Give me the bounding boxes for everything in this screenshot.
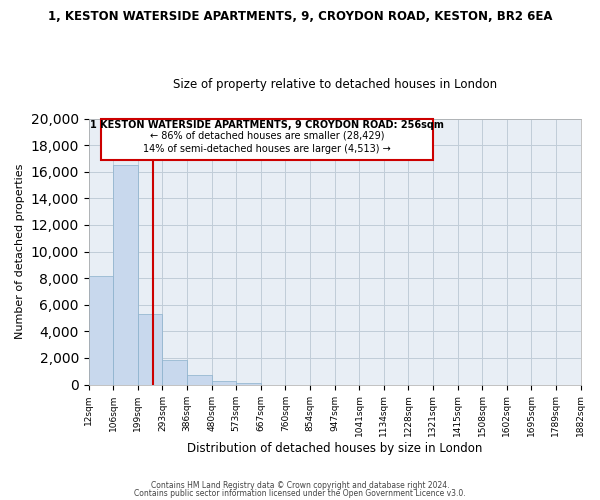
Text: ← 86% of detached houses are smaller (28,429): ← 86% of detached houses are smaller (28… [149,131,384,141]
X-axis label: Distribution of detached houses by size in London: Distribution of detached houses by size … [187,442,482,455]
Text: 1 KESTON WATERSIDE APARTMENTS, 9 CROYDON ROAD: 256sqm: 1 KESTON WATERSIDE APARTMENTS, 9 CROYDON… [90,120,444,130]
Text: Contains HM Land Registry data © Crown copyright and database right 2024.: Contains HM Land Registry data © Crown c… [151,481,449,490]
Text: Contains public sector information licensed under the Open Government Licence v3: Contains public sector information licen… [134,488,466,498]
Bar [163,360,187,384]
Bar [212,380,236,384]
Bar [236,383,261,384]
Bar [89,276,113,384]
Bar [113,165,138,384]
Title: Size of property relative to detached houses in London: Size of property relative to detached ho… [173,78,497,91]
Text: 14% of semi-detached houses are larger (4,513) →: 14% of semi-detached houses are larger (… [143,144,391,154]
Text: 1, KESTON WATERSIDE APARTMENTS, 9, CROYDON ROAD, KESTON, BR2 6EA: 1, KESTON WATERSIDE APARTMENTS, 9, CROYD… [48,10,552,23]
Bar [101,118,433,160]
Y-axis label: Number of detached properties: Number of detached properties [15,164,25,340]
Bar [187,374,212,384]
Bar [138,314,163,384]
